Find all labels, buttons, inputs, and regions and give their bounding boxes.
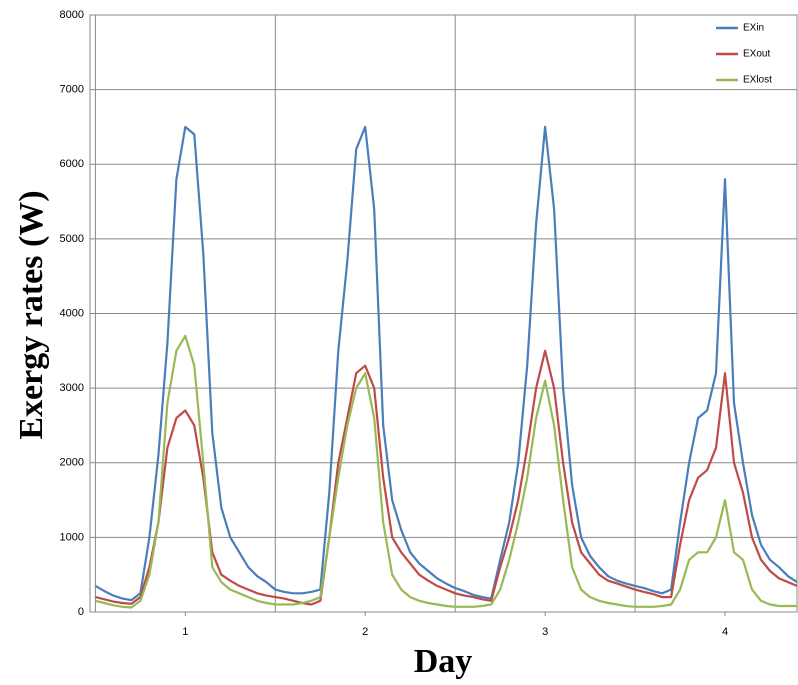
x-tick-label: 2 [362, 626, 368, 638]
x-tick-label: 4 [722, 626, 728, 638]
y-tick-label: 4000 [60, 307, 84, 319]
x-tick-label: 1 [182, 626, 188, 638]
y-tick-label: 0 [78, 606, 84, 618]
y-tick-label: 3000 [60, 382, 84, 394]
x-tick-label: 3 [542, 626, 548, 638]
data-line [94, 125, 798, 602]
x-axis-title: Day [414, 643, 473, 680]
y-tick-label: 2000 [60, 457, 84, 469]
legend-label: EXout [743, 49, 770, 60]
y-tick-label: 7000 [60, 84, 84, 96]
legend-label: EXlost [743, 75, 772, 86]
y-tick-label: 1000 [60, 531, 84, 543]
y-tick-label: 8000 [60, 9, 84, 21]
y-tick-label: 6000 [60, 158, 84, 170]
data-line [95, 349, 798, 606]
legend-label: EXin [743, 23, 764, 34]
y-axis-title: Exergy rates (W) [13, 190, 50, 439]
data-line [95, 334, 797, 609]
y-tick-label: 5000 [60, 233, 84, 245]
